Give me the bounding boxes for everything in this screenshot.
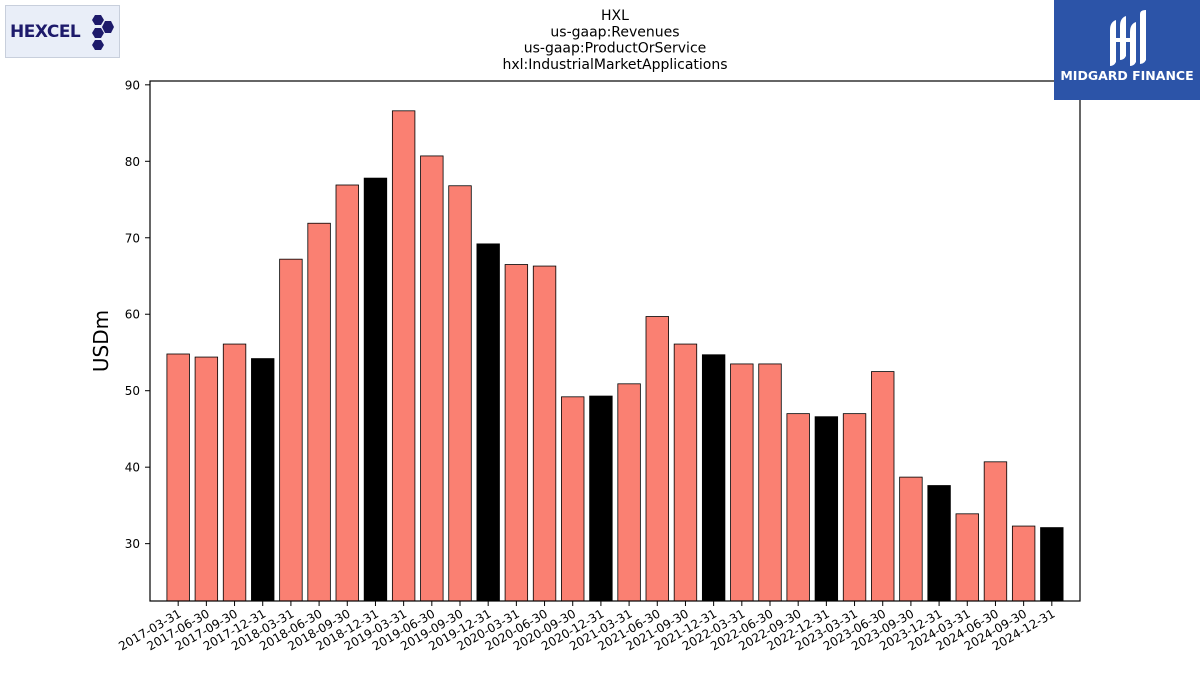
y-tick-label: 50 [125, 384, 140, 398]
bar [476, 243, 500, 602]
bar [504, 264, 529, 602]
bar [899, 476, 923, 602]
bar [645, 316, 669, 602]
hexagon-cluster-icon [92, 15, 114, 50]
bar [589, 395, 613, 602]
bar [1040, 527, 1064, 602]
y-axis: 30 40 50 60 70 80 90 [125, 78, 150, 551]
bar [335, 184, 359, 602]
bar [842, 413, 867, 602]
bar [701, 354, 726, 602]
bar [194, 356, 219, 602]
bar [166, 353, 190, 602]
midgard-finance-logo: MIDGARD FINANCE [1054, 0, 1200, 100]
hexcel-logo: HEXCEL [5, 5, 120, 58]
midgard-mark-icon [1110, 10, 1146, 66]
bar [955, 513, 979, 602]
y-tick-label: 90 [125, 78, 140, 92]
bar [251, 358, 275, 602]
bar [814, 416, 839, 602]
y-tick-label: 60 [125, 308, 140, 322]
bar [532, 265, 557, 602]
bar [391, 110, 416, 602]
bar [786, 413, 810, 602]
bar [617, 383, 641, 602]
bar [1011, 525, 1036, 602]
hexcel-logo-text: HEXCEL [10, 22, 81, 42]
chart-title-line: us-gaap:ProductOrService [524, 41, 707, 57]
chart-title: HXLus-gaap:Revenuesus-gaap:ProductOrServ… [502, 8, 727, 73]
bar [758, 363, 782, 602]
x-axis: 2017-03-312017-06-302017-09-302017-12-31… [116, 601, 1057, 653]
bar [222, 343, 247, 602]
y-axis-label: USDm [89, 310, 113, 372]
y-tick-label: 30 [125, 537, 140, 551]
y-tick-label: 80 [125, 155, 140, 169]
bar [927, 485, 951, 602]
bar [420, 155, 444, 602]
bar [561, 396, 585, 602]
plot-frame [149, 80, 1081, 602]
chart-title-line: us-gaap:Revenues [550, 24, 679, 40]
bar [730, 363, 754, 602]
bars [166, 110, 1064, 602]
chart-title-line: HXL [601, 8, 629, 24]
chart-title-line: hxl:IndustrialMarketApplications [502, 57, 727, 73]
bar [673, 343, 698, 602]
bar [307, 222, 331, 602]
bar [363, 177, 388, 602]
bar [871, 371, 895, 602]
bar [279, 258, 303, 602]
y-tick-label: 40 [125, 461, 140, 475]
y-tick-label: 70 [125, 231, 140, 245]
midgard-logo-text: MIDGARD FINANCE [1060, 68, 1194, 83]
bar [983, 461, 1008, 602]
bar [448, 185, 472, 602]
